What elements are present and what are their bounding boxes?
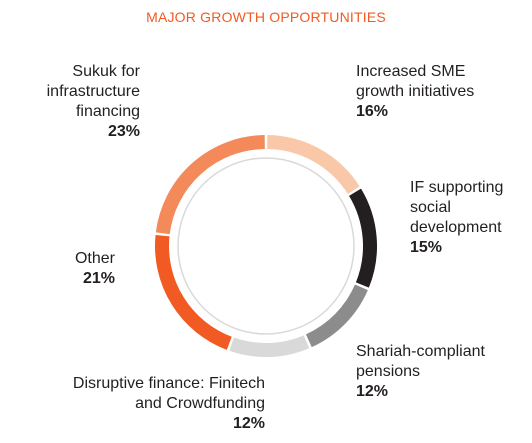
category-name: Other	[74, 250, 115, 267]
donut-segment	[305, 284, 368, 348]
category-name: Increased SME growth initiatives	[356, 63, 475, 100]
value-label: 21%	[82, 270, 115, 287]
category-name: Disruptive finance: Finitech and Crowdfu…	[72, 375, 265, 412]
category-name: IF supporting social development	[410, 179, 504, 236]
donut-segment	[155, 235, 232, 350]
segment-label: Shariah-compliant pensions 12%	[356, 342, 485, 402]
value-label: 12%	[356, 383, 389, 400]
segment-label: Sukuk for infrastructure financing 23%	[47, 62, 140, 142]
segment-label: Other 21%	[75, 249, 115, 289]
value-label: 16%	[356, 103, 389, 120]
donut-segment	[155, 135, 265, 235]
segment-label: Increased SME growth initiatives 16%	[356, 62, 474, 122]
inner-ring	[177, 157, 355, 335]
segment-label: Disruptive finance: Finitech and Crowdfu…	[73, 374, 265, 434]
category-name: Shariah-compliant pensions	[356, 343, 485, 380]
category-name: Sukuk for infrastructure financing	[46, 63, 140, 120]
donut-segment	[266, 135, 360, 195]
value-label: 15%	[410, 239, 443, 256]
chart-title: MAJOR GROWTH OPPORTUNITIES	[146, 9, 386, 25]
segment-label: IF supporting social development 15%	[410, 178, 503, 258]
donut-segment	[229, 335, 310, 357]
donut-segment	[348, 188, 377, 288]
value-label: 12%	[232, 415, 265, 432]
value-label: 23%	[107, 123, 140, 140]
